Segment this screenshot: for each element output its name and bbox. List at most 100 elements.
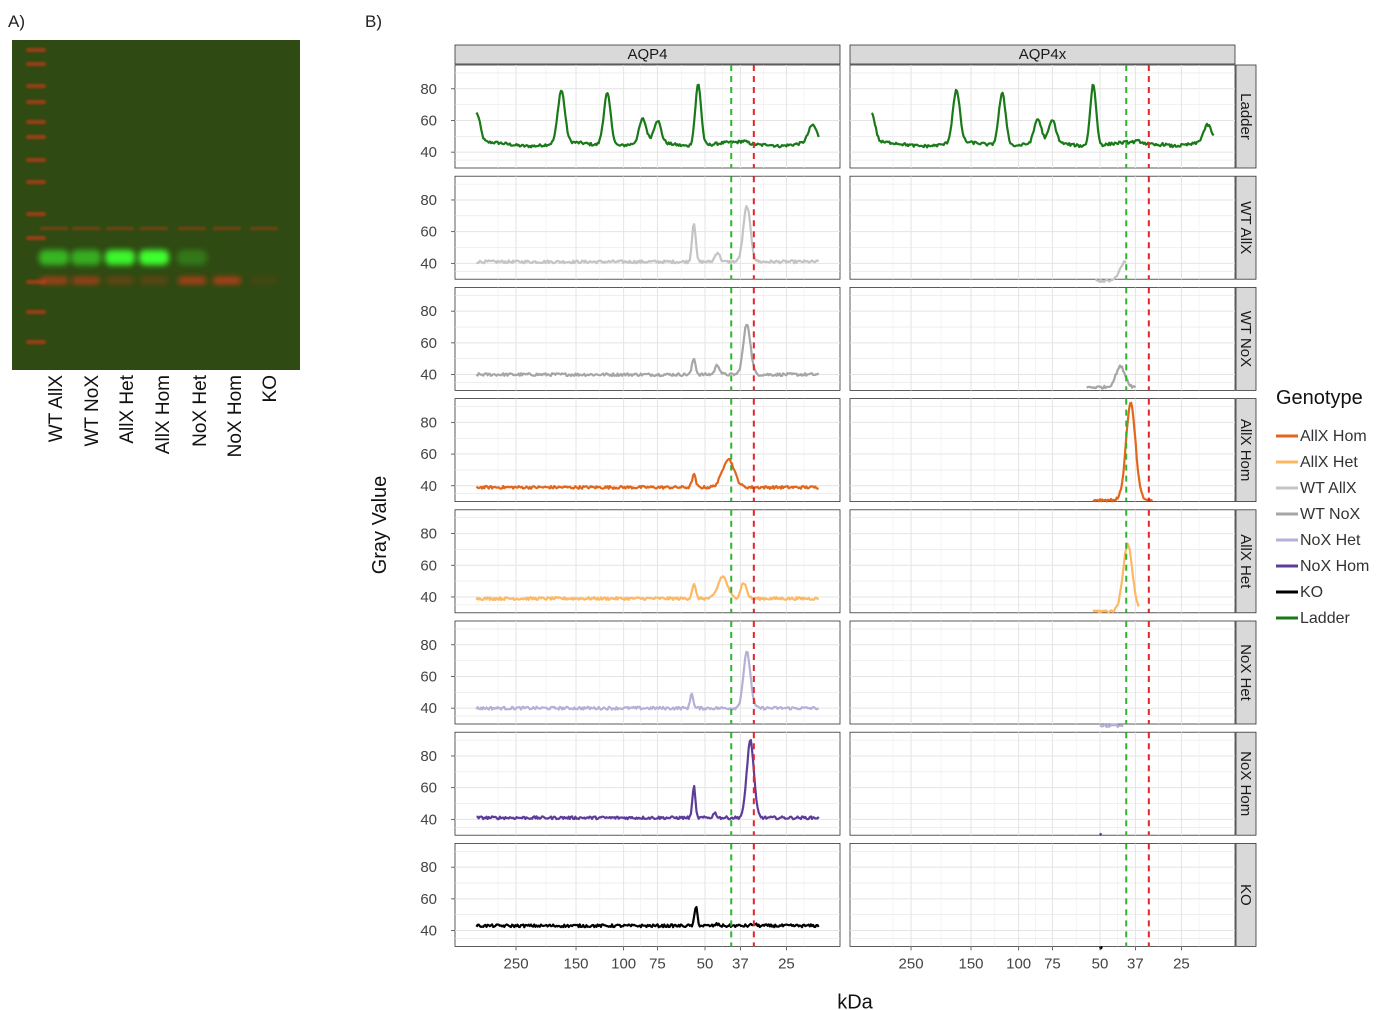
gel-red-band: [40, 277, 68, 284]
gel-ladder-band: [26, 340, 46, 344]
facet-row-title-wt-nox: WT NoX: [1237, 311, 1254, 367]
facet-panel: [849, 398, 1236, 503]
series-line-aqp4-allx-het: [475, 575, 819, 602]
gel-background: [12, 40, 300, 370]
facet-panel: [849, 175, 1236, 280]
gel-ladder-band: [26, 180, 46, 184]
gel-red-band: [250, 277, 278, 284]
facet-panel: [849, 64, 1236, 169]
gel-upper-band: [213, 227, 241, 230]
facet-strip-wt-nox: [1235, 286, 1257, 391]
series-line-aqp4x-allx-het: [1092, 542, 1140, 614]
legend-label-nox-hom: NoX Hom: [1300, 558, 1369, 575]
facet-strip-wt-allx: [1235, 175, 1257, 280]
x-tick-label: 50: [1092, 955, 1109, 972]
facet-row-title-nox-hom: NoX Hom: [1237, 751, 1254, 816]
facet-row-title-ko: KO: [1237, 884, 1254, 906]
y-tick-label: 60: [420, 557, 437, 574]
gel-ladder-band: [26, 158, 46, 162]
gel-lane-label-allx-hom: AllX Hom: [153, 375, 174, 454]
panel-b-label: B): [365, 12, 382, 31]
legend-label-allx-hom: AllX Hom: [1300, 428, 1367, 445]
gel-upper-band: [178, 227, 206, 230]
gel-ladder-band: [26, 84, 46, 88]
legend-title: Genotype: [1276, 387, 1363, 409]
genotype-legend: Genotype AllX Hom AllX Het WT AllX WT NoX NoX…: [1276, 387, 1369, 627]
series-line-aqp4x-wt-allx: [1094, 260, 1127, 284]
y-tick-label: 40: [420, 144, 437, 161]
x-tick-label: 37: [1127, 955, 1144, 972]
facet-strip-nox-het: [1235, 620, 1257, 725]
facet-row-title-allx-hom: AllX Hom: [1237, 419, 1254, 482]
y-tick-label: 40: [420, 923, 437, 940]
y-tick-label: 40: [420, 255, 437, 272]
facet-row-title-allx-het: AllX Het: [1237, 534, 1254, 589]
facet-strip-allx-hom: [1235, 398, 1257, 503]
x-tick-label: 75: [1044, 955, 1061, 972]
y-tick-label: 80: [420, 637, 437, 654]
facet-panel: [454, 398, 841, 503]
facet-title-aqp4x: AQP4x: [1019, 46, 1067, 63]
y-tick-label: 60: [420, 446, 437, 463]
x-tick-label: 150: [959, 955, 984, 972]
y-tick-label: 80: [420, 526, 437, 543]
gel-red-band: [140, 277, 168, 284]
series-line-aqp4x-nox-hom: [1099, 832, 1103, 836]
facet-row-title-ladder: Ladder: [1237, 93, 1254, 140]
gel-red-band: [72, 277, 100, 284]
y-tick-label: 40: [420, 589, 437, 606]
facet-title-aqp4: AQP4: [627, 46, 667, 63]
facet-strip-allx-het: [1235, 509, 1257, 614]
y-tick-label: 60: [420, 780, 437, 797]
y-tick-label: 60: [420, 224, 437, 241]
x-tick-label: 37: [732, 955, 749, 972]
gel-lane-label-allx-het: AllX Het: [117, 375, 138, 444]
gel-ladder-band: [26, 120, 46, 124]
legend-label-wt-allx: WT AllX: [1300, 480, 1357, 497]
gel-ladder-band: [26, 310, 46, 314]
gel-ladder-band: [26, 62, 46, 66]
legend-label-ladder: Ladder: [1300, 610, 1350, 627]
facet-strip-nox-hom: [1235, 731, 1257, 836]
legend-label-allx-het: AllX Het: [1300, 454, 1358, 471]
series-line-aqp4-allx-hom: [475, 457, 819, 490]
gel-lane-label-wt-nox: WT NoX: [82, 375, 103, 446]
gel-red-band: [178, 277, 206, 284]
gel-green-band: [39, 250, 69, 265]
gel-upper-band: [140, 227, 168, 230]
series-line-aqp4-ko: [475, 905, 820, 929]
facet-strip-aqp4x: [849, 44, 1236, 65]
gel-ladder-band: [26, 48, 46, 52]
densitometry-facet-plot: AQP4 AQP4x Ladder 40 60 80 WT AllX 40 60 80 WT NoX…: [369, 44, 1257, 1010]
facet-panel: [849, 843, 1236, 947]
gel-ladder-band: [26, 135, 46, 139]
gel-lane-label-ko: KO: [260, 375, 281, 402]
legend-label-nox-het: NoX Het: [1300, 532, 1361, 549]
y-tick-label: 80: [420, 859, 437, 876]
gel-green-band: [105, 250, 135, 265]
series-line-aqp4x-allx-hom: [1092, 401, 1154, 503]
x-tick-label: 150: [564, 955, 589, 972]
legend-label-wt-nox: WT NoX: [1300, 506, 1360, 523]
gel-green-band: [71, 250, 101, 265]
x-tick-label: 250: [899, 955, 924, 972]
facet-panel: [849, 509, 1236, 614]
facet-row-title-wt-allx: WT AllX: [1237, 201, 1254, 254]
facet-panel: [454, 64, 841, 169]
gel-lane-label-wt-allx: WT AllX: [46, 375, 67, 442]
gel-lane-label-nox-hom: NoX Hom: [225, 375, 246, 457]
y-tick-label: 40: [420, 478, 437, 495]
series-line-aqp4x-ladder: [870, 83, 1215, 149]
y-tick-label: 80: [420, 303, 437, 320]
gel-green-band: [139, 250, 169, 265]
western-blot-image: [12, 40, 300, 370]
y-tick-label: 40: [420, 811, 437, 828]
gel-upper-band: [250, 227, 278, 230]
x-tick-label: 25: [1173, 955, 1190, 972]
facet-panel: [849, 286, 1236, 391]
facet-panel: [454, 843, 841, 947]
gel-green-band: [177, 250, 207, 265]
y-tick-label: 80: [420, 81, 437, 98]
facet-strip-ladder: [1235, 64, 1257, 169]
gel-upper-band: [72, 227, 100, 230]
